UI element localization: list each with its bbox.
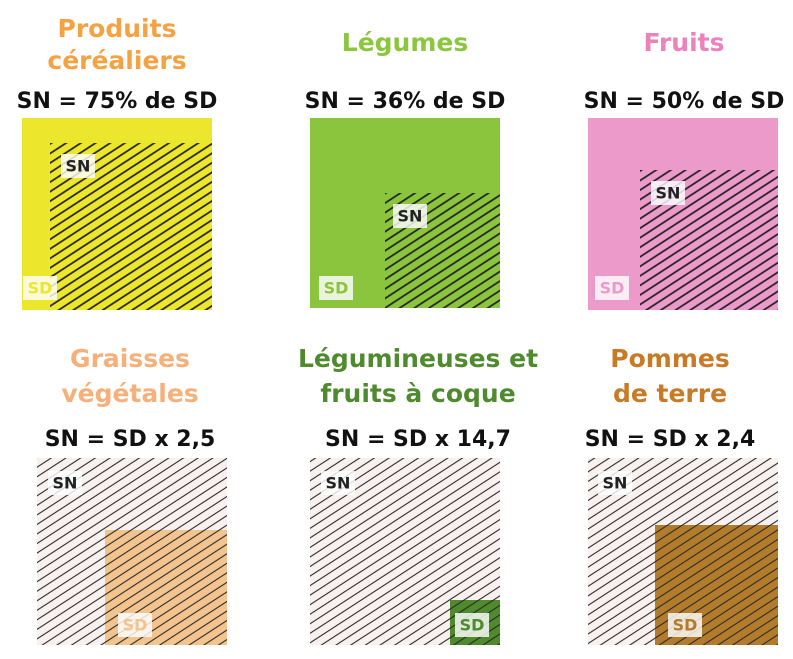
sn-label: SN xyxy=(398,207,423,226)
formula: SN = SD x 2,5 xyxy=(45,427,216,452)
sd-label: SD xyxy=(673,616,698,635)
panel-title: végétales xyxy=(61,379,198,408)
panel-title: Légumes xyxy=(342,28,468,57)
formula: SN = SD x 14,7 xyxy=(325,427,511,452)
label-bg xyxy=(23,276,57,300)
panel-title: Fruits xyxy=(643,28,724,57)
label-bg xyxy=(455,613,489,637)
label-bg xyxy=(651,181,685,205)
label-bg xyxy=(393,204,427,228)
sn-label: SN xyxy=(603,474,628,493)
sd-label: SD xyxy=(28,279,53,298)
formula: SN = 36% de SD xyxy=(305,89,506,114)
panel-title: de terre xyxy=(613,379,727,408)
label-bg xyxy=(321,471,355,495)
panel-title: fruits à coque xyxy=(320,379,515,408)
sd-label: SD xyxy=(600,279,625,298)
sn-label: SN xyxy=(53,474,78,493)
label-bg xyxy=(595,276,629,300)
sd-label: SD xyxy=(324,279,349,298)
label-bg xyxy=(668,613,702,637)
sd-label: SD xyxy=(460,616,485,635)
sn-label: SN xyxy=(326,474,351,493)
panel-title: Légumineuses et xyxy=(298,344,538,373)
label-bg xyxy=(118,613,152,637)
formula: SN = 75% de SD xyxy=(17,89,218,114)
formula: SN = 50% de SD xyxy=(584,89,785,114)
label-bg xyxy=(61,154,95,178)
panel-title: Produits xyxy=(58,14,177,43)
panel-title: Graisses xyxy=(70,344,190,373)
label-bg xyxy=(48,471,82,495)
panel-title: Pommes xyxy=(610,344,729,373)
sn-label: SN xyxy=(656,184,681,203)
sn-label: SN xyxy=(66,157,91,176)
label-bg xyxy=(319,276,353,300)
sd-label: SD xyxy=(123,616,148,635)
label-bg xyxy=(598,471,632,495)
panel-title: céréaliers xyxy=(47,46,186,75)
formula: SN = SD x 2,4 xyxy=(585,427,756,452)
